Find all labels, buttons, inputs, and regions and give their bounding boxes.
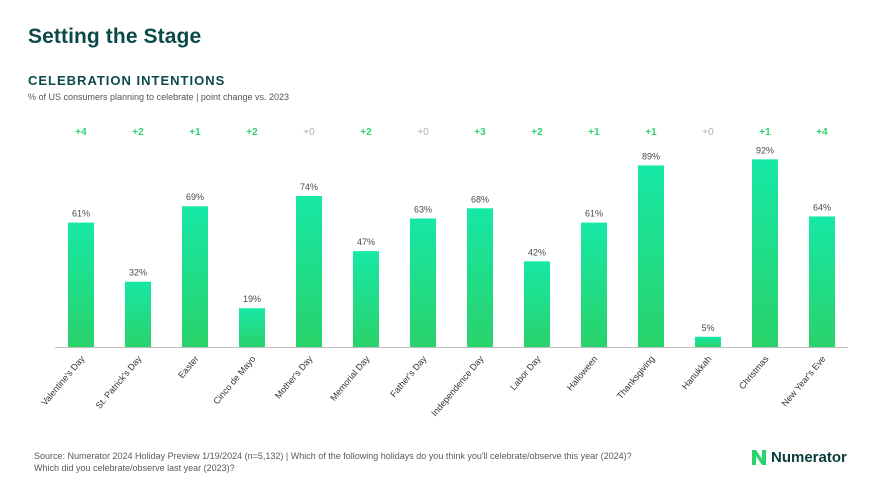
x-tick-label: Valentine's Day xyxy=(39,353,87,407)
bar xyxy=(752,159,778,347)
bar xyxy=(524,261,550,347)
logo-wordmark: Numerator xyxy=(771,448,847,466)
data-label: 61% xyxy=(585,209,603,219)
point-change-label: +2 xyxy=(246,127,258,138)
data-label: 63% xyxy=(414,204,432,214)
x-tick-label: Easter xyxy=(176,354,200,380)
x-tick-label: Hanukkah xyxy=(680,354,714,391)
data-label: 74% xyxy=(300,182,318,192)
data-label: 5% xyxy=(701,323,714,333)
source-line-2: Which did you celebrate/observe last yea… xyxy=(34,463,235,473)
bar xyxy=(809,216,835,347)
data-label: 32% xyxy=(129,268,147,278)
point-change-label: +0 xyxy=(702,127,714,138)
bar xyxy=(410,218,436,347)
data-label: 61% xyxy=(72,209,90,219)
x-tick-label: Cinco de Mayo xyxy=(211,354,257,406)
bar xyxy=(467,208,493,347)
bar xyxy=(353,251,379,347)
numerator-n-logo-icon xyxy=(752,450,766,465)
point-change-label: +2 xyxy=(360,127,372,138)
data-label: 68% xyxy=(471,194,489,204)
bar xyxy=(296,196,322,347)
source-note: Source: Numerator 2024 Holiday Preview 1… xyxy=(34,450,724,474)
x-tick-label: Memorial Day xyxy=(328,353,372,402)
point-change-label: +2 xyxy=(132,127,144,138)
point-change-label: +4 xyxy=(75,127,87,138)
bar xyxy=(182,206,208,347)
point-change-label: +1 xyxy=(588,127,600,138)
bar xyxy=(125,281,151,347)
x-tick-label: Thanksgiving xyxy=(615,354,657,401)
data-label: 64% xyxy=(813,202,831,212)
point-change-label: +3 xyxy=(474,127,486,138)
bar xyxy=(239,308,265,347)
point-change-label: +2 xyxy=(531,127,543,138)
x-tick-label: Labor Day xyxy=(508,353,543,392)
point-change-label: +1 xyxy=(645,127,657,138)
x-tick-label: Halloween xyxy=(565,354,600,393)
x-tick-label: Father's Day xyxy=(388,353,429,399)
bar xyxy=(68,222,94,347)
numerator-logo: Numerator xyxy=(751,448,847,466)
data-label: 42% xyxy=(528,247,546,257)
bar-chart: 61% +4 Valentine's Day 32% +2 St. Patrick's D… xyxy=(39,127,848,418)
chart-subtitle: % of US consumers planning to celebrate … xyxy=(28,92,289,102)
data-label: 47% xyxy=(357,237,375,247)
bar xyxy=(638,165,664,347)
point-change-label: +1 xyxy=(189,127,201,138)
point-change-label: +4 xyxy=(816,127,828,138)
x-tick-label: New Year's Eve xyxy=(780,354,828,409)
section-title: CELEBRATION INTENTIONS xyxy=(28,73,226,88)
data-label: 92% xyxy=(756,145,774,155)
bar xyxy=(581,222,607,347)
data-label: 89% xyxy=(642,151,660,161)
data-label: 19% xyxy=(243,294,261,304)
source-line-1: Source: Numerator 2024 Holiday Preview 1… xyxy=(34,451,632,461)
bar xyxy=(695,336,721,347)
point-change-label: +0 xyxy=(303,127,315,138)
x-tick-label: Independence Day xyxy=(429,353,486,418)
x-tick-label: Christmas xyxy=(737,353,771,391)
point-change-label: +0 xyxy=(417,127,429,138)
x-tick-label: St. Patrick's Day xyxy=(94,353,144,410)
point-change-label: +1 xyxy=(759,127,771,138)
x-tick-label: Mother's Day xyxy=(273,353,315,400)
page-title: Setting the Stage xyxy=(28,25,202,48)
data-label: 69% xyxy=(186,192,204,202)
